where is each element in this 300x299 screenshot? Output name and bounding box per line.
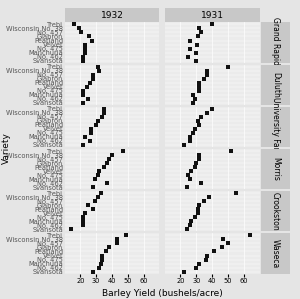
Text: Duluth: Duluth — [271, 72, 280, 98]
Text: Variety: Variety — [2, 132, 10, 164]
Text: 1931: 1931 — [201, 11, 224, 20]
Text: Grand Rapids: Grand Rapids — [271, 16, 280, 68]
Text: University Farm: University Farm — [271, 97, 280, 157]
Text: Morris: Morris — [271, 157, 280, 181]
Text: 1932: 1932 — [100, 11, 123, 20]
Text: Barley Yield (bushels/acre): Barley Yield (bushels/acre) — [102, 289, 222, 298]
Text: Crookston: Crookston — [271, 192, 280, 231]
Text: Waseca: Waseca — [271, 239, 280, 268]
